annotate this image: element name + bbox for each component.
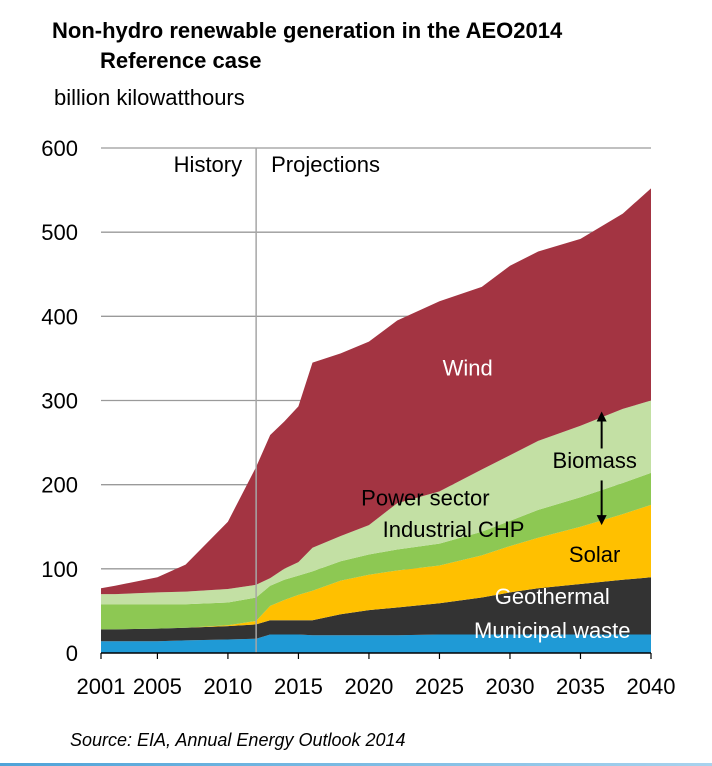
label-wind: Wind [443, 355, 493, 380]
series-labels: Wind Biomass Power sector Industrial CHP Sol… [361, 355, 637, 643]
x-tick-label-2025: 2025 [415, 674, 464, 699]
label-industrial-chp: Industrial CHP [383, 517, 525, 542]
projections-label: Projections [271, 152, 380, 177]
label-power-sector: Power sector [361, 486, 489, 511]
label-geothermal: Geothermal [495, 584, 610, 609]
y-tick-label-100: 100 [41, 557, 78, 582]
axes: 2001 2005 2010 2015 2020 2025 2030 2035 2040 0 100… [41, 136, 675, 699]
y-tick-label-600: 600 [41, 136, 78, 161]
x-tick-label-2005: 2005 [133, 674, 182, 699]
x-tick-label-2001: 2001 [77, 674, 126, 699]
x-tick-label-2035: 2035 [556, 674, 605, 699]
biomass-arrows [596, 411, 607, 526]
x-tick-label-2015: 2015 [274, 674, 323, 699]
label-biomass: Biomass [553, 448, 637, 473]
history-label: History [174, 152, 242, 177]
history-divider: History Projections [174, 148, 380, 653]
title-line-2: Reference case [100, 48, 262, 73]
area-wind [101, 188, 651, 595]
y-tick-label-0: 0 [66, 641, 78, 666]
area-series [101, 188, 651, 653]
y-tick-label-400: 400 [41, 304, 78, 329]
label-solar: Solar [569, 542, 620, 567]
area-municipal-waste [101, 634, 651, 653]
arrow-up-head [596, 411, 607, 422]
arrow-down-head [596, 515, 607, 526]
area-industrial-chp [101, 472, 651, 630]
source-note: Source: EIA, Annual Energy Outlook 2014 [70, 730, 406, 750]
stacked-area-chart: History Projections 2001 2005 2010 2015 2020 2… [41, 136, 675, 699]
x-tick-label-2040: 2040 [627, 674, 676, 699]
x-tick-label-2030: 2030 [485, 674, 534, 699]
unit-label: billion kilowatthours [54, 85, 245, 110]
x-tick-label-2020: 2020 [344, 674, 393, 699]
label-municipal-waste: Municipal waste [474, 618, 631, 643]
chart-title: Non-hydro renewable generation in the AE… [52, 16, 562, 76]
y-tick-label-200: 200 [41, 473, 78, 498]
area-geothermal [101, 577, 651, 642]
title-line-1: Non-hydro renewable generation in the AE… [52, 18, 563, 43]
y-tick-label-300: 300 [41, 389, 78, 414]
bottom-rule [0, 763, 712, 766]
y-tick-label-500: 500 [41, 220, 78, 245]
area-power-sector [101, 400, 651, 605]
x-tick-label-2010: 2010 [203, 674, 252, 699]
area-solar [101, 504, 651, 630]
